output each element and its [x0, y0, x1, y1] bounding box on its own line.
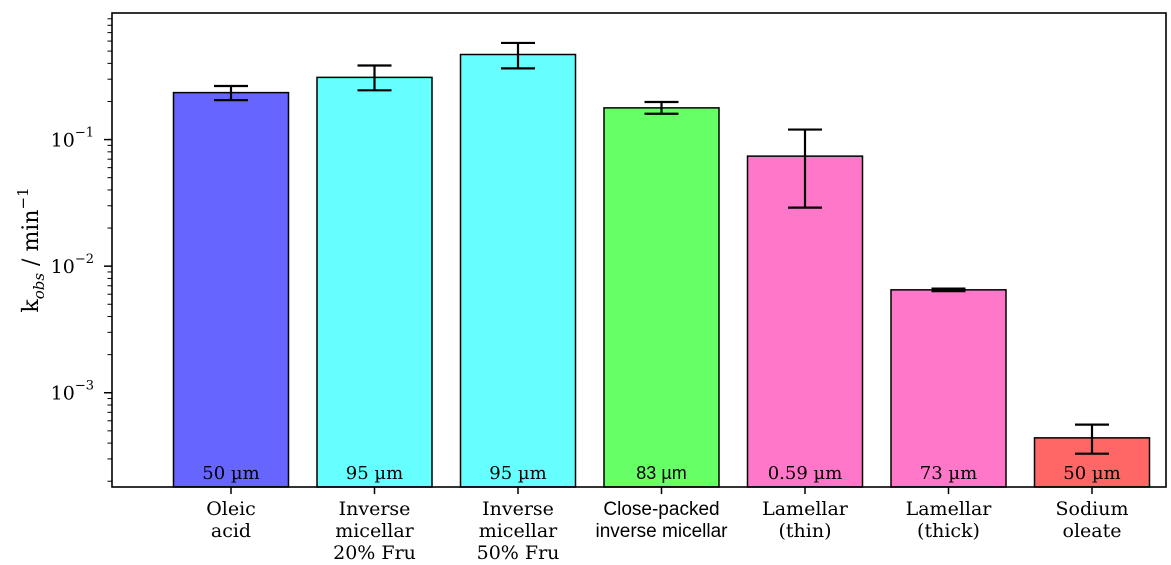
bar-3 [459, 53, 577, 488]
bar-label-4: 83 µm [636, 463, 686, 483]
x-tick-label-line: Inverse [339, 498, 411, 520]
x-tick-label-5: Lamellar (thin) [762, 498, 849, 542]
y-label-subscript: obs [30, 273, 48, 300]
bar-label-7: 50 µm [1063, 463, 1120, 484]
x-tick-label-line: Close-packed [603, 499, 719, 520]
bar-label-3: 95 µm [489, 463, 546, 484]
bar-label-1: 50 µm [202, 463, 259, 484]
bar-6 [890, 289, 1007, 488]
y-tick-label: 10−2 [51, 252, 94, 278]
error-bar-5 [788, 128, 822, 209]
bar-label-5: 0.59 µm [768, 463, 843, 484]
bar-label-2: 95 µm [346, 463, 403, 484]
y-tick-label: 10−1 [51, 126, 94, 152]
x-tick-label-line: Inverse [482, 498, 554, 520]
error-bars-group [214, 41, 1109, 455]
x-tick-label-6: Lamellar (thick) [906, 498, 993, 542]
plot-frame [111, 12, 1167, 488]
y-label-exponent: −1 [14, 187, 32, 209]
x-tick-label-line: Sodium [1056, 498, 1129, 520]
bar-labels-group: 50 µm 95 µm 95 µm 83 µm 0.59 µm 73 µm 50 µm [202, 463, 1120, 484]
bar-5 [746, 155, 864, 488]
x-tick-label-line: Oleic [206, 498, 256, 520]
x-tick-label-line: micellar [479, 520, 558, 542]
y-label-k: k [19, 299, 44, 313]
x-tick-label-line: micellar [335, 520, 414, 542]
x-tick-label-line: acid [211, 520, 251, 542]
x-tick-label-line: (thick) [917, 520, 980, 542]
y-tick-label-base: 10 [51, 130, 75, 152]
error-bar-4 [644, 100, 679, 115]
y-tick-label-exponent: −2 [75, 252, 94, 267]
y-tick-label-base: 10 [51, 383, 75, 405]
y-tick-label-exponent: −3 [75, 379, 94, 394]
x-tick-label-line: 50% Fru [477, 542, 560, 564]
error-bar-2 [357, 64, 392, 92]
y-tick-label-base: 10 [51, 256, 75, 278]
bar-2 [316, 76, 433, 488]
y-axis: 10−110−210−3 [51, 18, 112, 482]
x-tick-label-1: Oleic acid [206, 498, 256, 542]
bar-4 [603, 107, 720, 488]
x-tick-label-2: Inverse micellar 20% Fru [333, 498, 416, 564]
x-tick-label-line: oleate [1063, 520, 1122, 542]
bar-1 [172, 91, 290, 488]
x-tick-label-7: Sodium oleate [1056, 498, 1129, 542]
bars-group [172, 53, 1151, 488]
error-bar-7 [1075, 423, 1109, 455]
x-tick-label-line: inverse micellar [596, 521, 729, 542]
x-tick-label-3: Inverse micellar 50% Fru [477, 498, 560, 564]
x-tick-label-line: Lamellar [762, 498, 849, 520]
x-tick-label-4: Close-packed inverse micellar [596, 499, 729, 542]
error-bar-3 [501, 41, 535, 70]
bar-label-6: 73 µm [920, 463, 977, 484]
x-tick-label-line: Lamellar [906, 498, 993, 520]
error-bar-1 [214, 84, 248, 102]
y-label-unit: / min [19, 209, 44, 272]
x-tick-label-line: 20% Fru [333, 542, 416, 564]
y-axis-label: kobs / min−1 [14, 187, 48, 312]
x-tick-label-line: (thin) [778, 520, 831, 542]
y-tick-label-exponent: −1 [75, 126, 94, 141]
error-bar-6 [931, 287, 966, 293]
y-tick-label: 10−3 [51, 379, 94, 405]
